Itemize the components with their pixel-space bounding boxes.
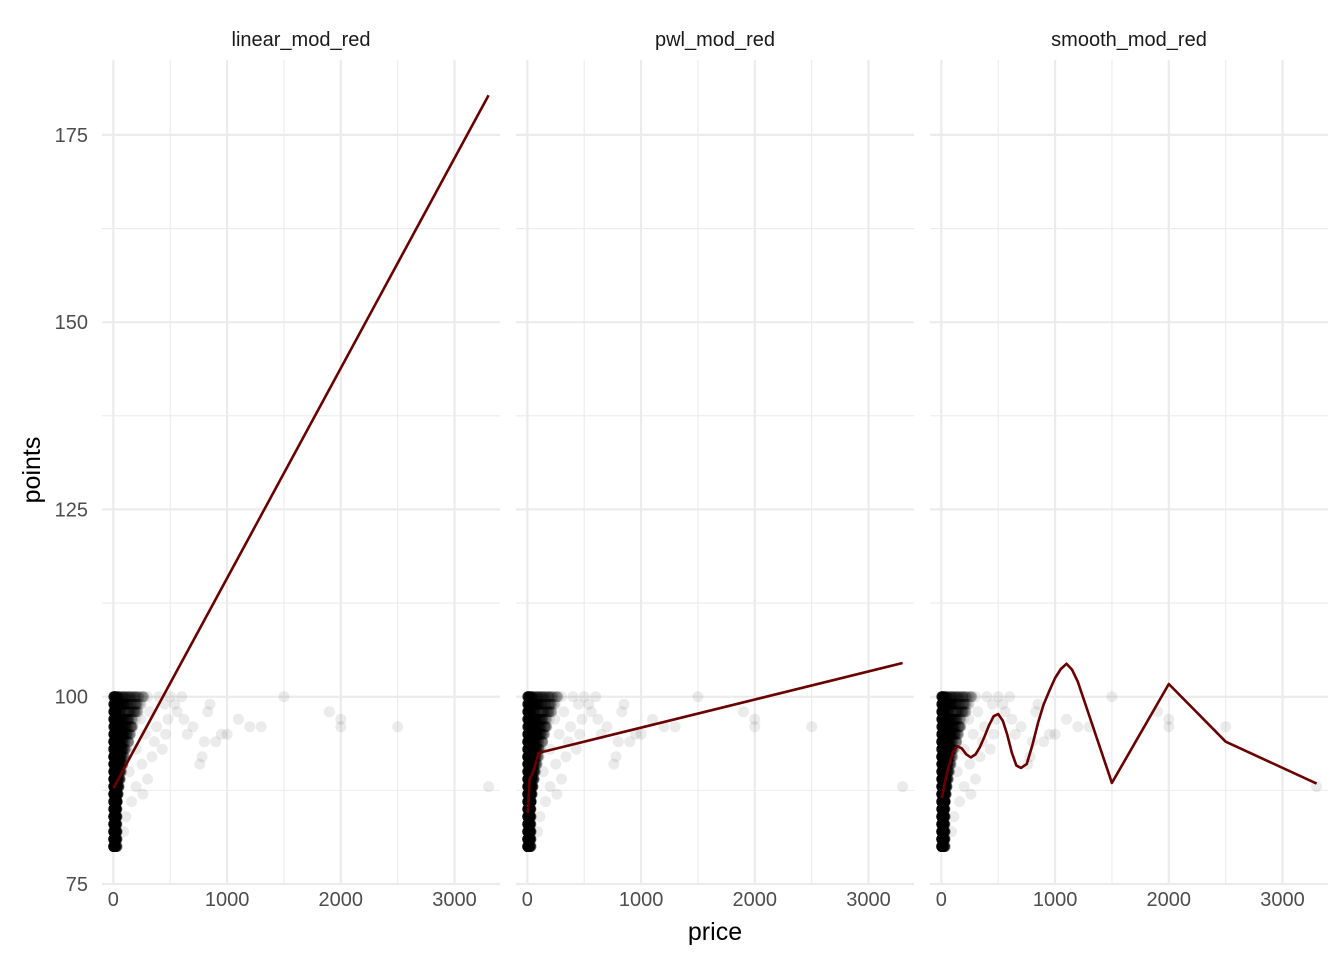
data-point <box>119 714 130 725</box>
x-tick-label: 3000 <box>432 889 477 911</box>
data-point <box>233 714 244 725</box>
data-point <box>136 759 147 770</box>
points-layer <box>522 691 908 852</box>
data-point <box>117 691 128 702</box>
data-point <box>135 714 146 725</box>
data-point <box>149 736 160 747</box>
data-point <box>151 721 162 732</box>
facet-label: linear_mod_red <box>232 29 371 51</box>
x-tick-label: 2000 <box>319 889 364 911</box>
x-tick-label: 0 <box>108 889 119 911</box>
data-point <box>126 796 137 807</box>
data-point <box>142 774 153 785</box>
data-point <box>256 721 267 732</box>
data-point <box>118 826 129 837</box>
data-point <box>157 744 168 755</box>
data-point <box>216 729 227 740</box>
data-point <box>110 804 121 815</box>
data-point <box>483 781 494 792</box>
facet-panel-linear_mod_red: linear_mod_red 0 1000 2000 3000 <box>102 29 500 911</box>
data-point <box>335 721 346 732</box>
data-point <box>131 781 142 792</box>
data-point <box>199 736 210 747</box>
data-point <box>392 721 403 732</box>
data-point <box>147 751 158 762</box>
data-point <box>324 706 335 717</box>
points-layer <box>108 691 494 852</box>
data-point <box>202 706 213 717</box>
data-point <box>194 759 205 770</box>
data-point <box>120 811 131 822</box>
data-point <box>163 714 174 725</box>
data-point <box>160 729 171 740</box>
data-point <box>182 729 193 740</box>
data-point <box>125 729 136 740</box>
data-point <box>278 691 289 702</box>
data-point <box>110 729 121 740</box>
x-tick-label: 1000 <box>205 889 250 911</box>
data-point <box>244 721 255 732</box>
